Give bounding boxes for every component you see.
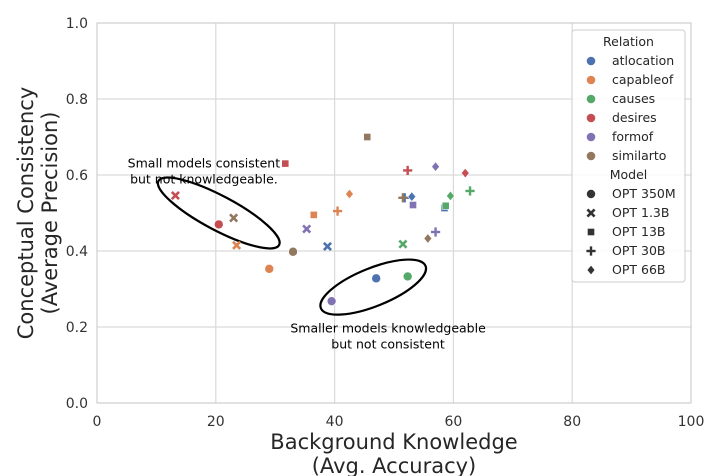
data-point-desires	[281, 159, 290, 168]
data-point-similarto	[423, 233, 433, 244]
axis-ticks: 0 20 40 60 80 100 0.0 0.2 0.4 0.6 0.8 1.0	[66, 16, 705, 430]
x-tick-label: 80	[563, 414, 581, 430]
legend-box	[571, 29, 686, 283]
data-point-causes	[402, 271, 413, 282]
y-axis-label: Conceptual Consistency	[14, 87, 38, 340]
legend-marker-similarto	[586, 151, 596, 161]
annotation-text: but not knowledgeable.	[130, 171, 278, 186]
annotation-text: but not consistent	[331, 337, 445, 352]
marker-stroke	[229, 213, 239, 223]
marker-stroke	[232, 240, 242, 250]
annotation-text: Smaller models knowledgeable	[290, 321, 486, 336]
marker-stroke	[322, 241, 332, 251]
marker-stroke	[302, 224, 312, 234]
data-point-similarto	[398, 193, 408, 203]
legend-label: causes	[612, 91, 655, 106]
legend-marker-square	[587, 228, 595, 236]
legend-label: OPT 30B	[612, 243, 665, 258]
data-point-formof	[430, 227, 441, 237]
annotation-text: Small models consistent	[128, 155, 281, 170]
legend-label: similarto	[612, 148, 666, 163]
legend-marker-x	[586, 208, 596, 218]
data-point-formof	[302, 224, 312, 234]
x-axis-label: Background Knowledge	[270, 430, 517, 454]
x-tick-label: 100	[678, 414, 705, 430]
legend-label: atlocation	[612, 53, 674, 68]
axis-labels: Background Knowledge(Avg. Accuracy) Conce…	[14, 87, 518, 476]
data-point-causes	[465, 186, 475, 196]
x-axis-label: (Avg. Accuracy)	[312, 454, 477, 476]
data-point-causes	[398, 239, 408, 249]
legend-label: OPT 13B	[612, 224, 665, 239]
x-tick-label: 40	[326, 414, 344, 430]
legend-label: OPT 350M	[612, 186, 676, 201]
data-points	[170, 133, 475, 307]
plot-area-border	[96, 22, 692, 404]
data-point-desires	[170, 191, 180, 201]
x-tick-label: 20	[207, 414, 225, 430]
data-point-causes	[441, 201, 450, 210]
legend-label: desires	[612, 110, 657, 125]
legend-title-model: Model	[610, 167, 648, 182]
legend-label: formof	[612, 129, 654, 144]
data-point-similarto	[229, 213, 239, 223]
legend-marker-diamond	[586, 264, 596, 276]
data-point-formof	[409, 201, 417, 209]
legend-marker-desires	[586, 113, 596, 123]
legend: Relation atlocation capableof causes desires…	[571, 29, 686, 283]
x-tick-label: 60	[444, 414, 462, 430]
data-point-atlocation	[407, 191, 417, 202]
y-tick-label: 1.0	[66, 16, 88, 32]
legend-marker-capableof	[586, 75, 596, 85]
legend-marker-causes	[586, 94, 596, 104]
x-tick-label: 0	[93, 414, 102, 430]
y-axis-label: (Average Precision)	[38, 112, 62, 315]
data-point-desires	[213, 219, 224, 230]
data-point-causes	[446, 190, 455, 202]
legend-label: OPT 66B	[612, 262, 665, 277]
legend-marker-atlocation	[586, 56, 596, 66]
data-point-similarto	[363, 133, 372, 141]
marker-stroke	[398, 239, 408, 249]
data-point-capableof	[309, 211, 318, 219]
y-tick-label: 0.6	[66, 168, 88, 184]
y-tick-label: 0.0	[66, 396, 88, 412]
data-point-capableof	[345, 188, 354, 200]
data-point-capableof	[332, 206, 343, 216]
legend-marker-plus	[586, 246, 596, 256]
y-tick-label: 0.4	[66, 244, 88, 260]
data-point-atlocation	[322, 241, 332, 251]
annotation-ellipse	[319, 258, 428, 316]
legend-label: capableof	[612, 72, 674, 87]
data-point-formof	[326, 296, 337, 307]
legend-marker-formof	[586, 132, 596, 142]
legend-title-relation: Relation	[603, 34, 654, 49]
legend-marker-circle	[586, 188, 597, 199]
legend-label: OPT 1.3B	[612, 205, 669, 220]
data-point-capableof	[232, 240, 242, 250]
data-point-capableof	[264, 263, 275, 274]
y-tick-label: 0.8	[66, 92, 88, 108]
y-tick-label: 0.2	[66, 320, 88, 336]
data-point-desires	[403, 165, 413, 176]
data-point-atlocation	[371, 273, 382, 284]
marker-stroke	[586, 208, 596, 218]
data-point-similarto	[288, 246, 299, 257]
marker-stroke	[170, 191, 180, 201]
data-point-formof	[431, 161, 440, 172]
data-point-desires	[460, 167, 470, 179]
annotation-ellipse	[156, 176, 281, 250]
